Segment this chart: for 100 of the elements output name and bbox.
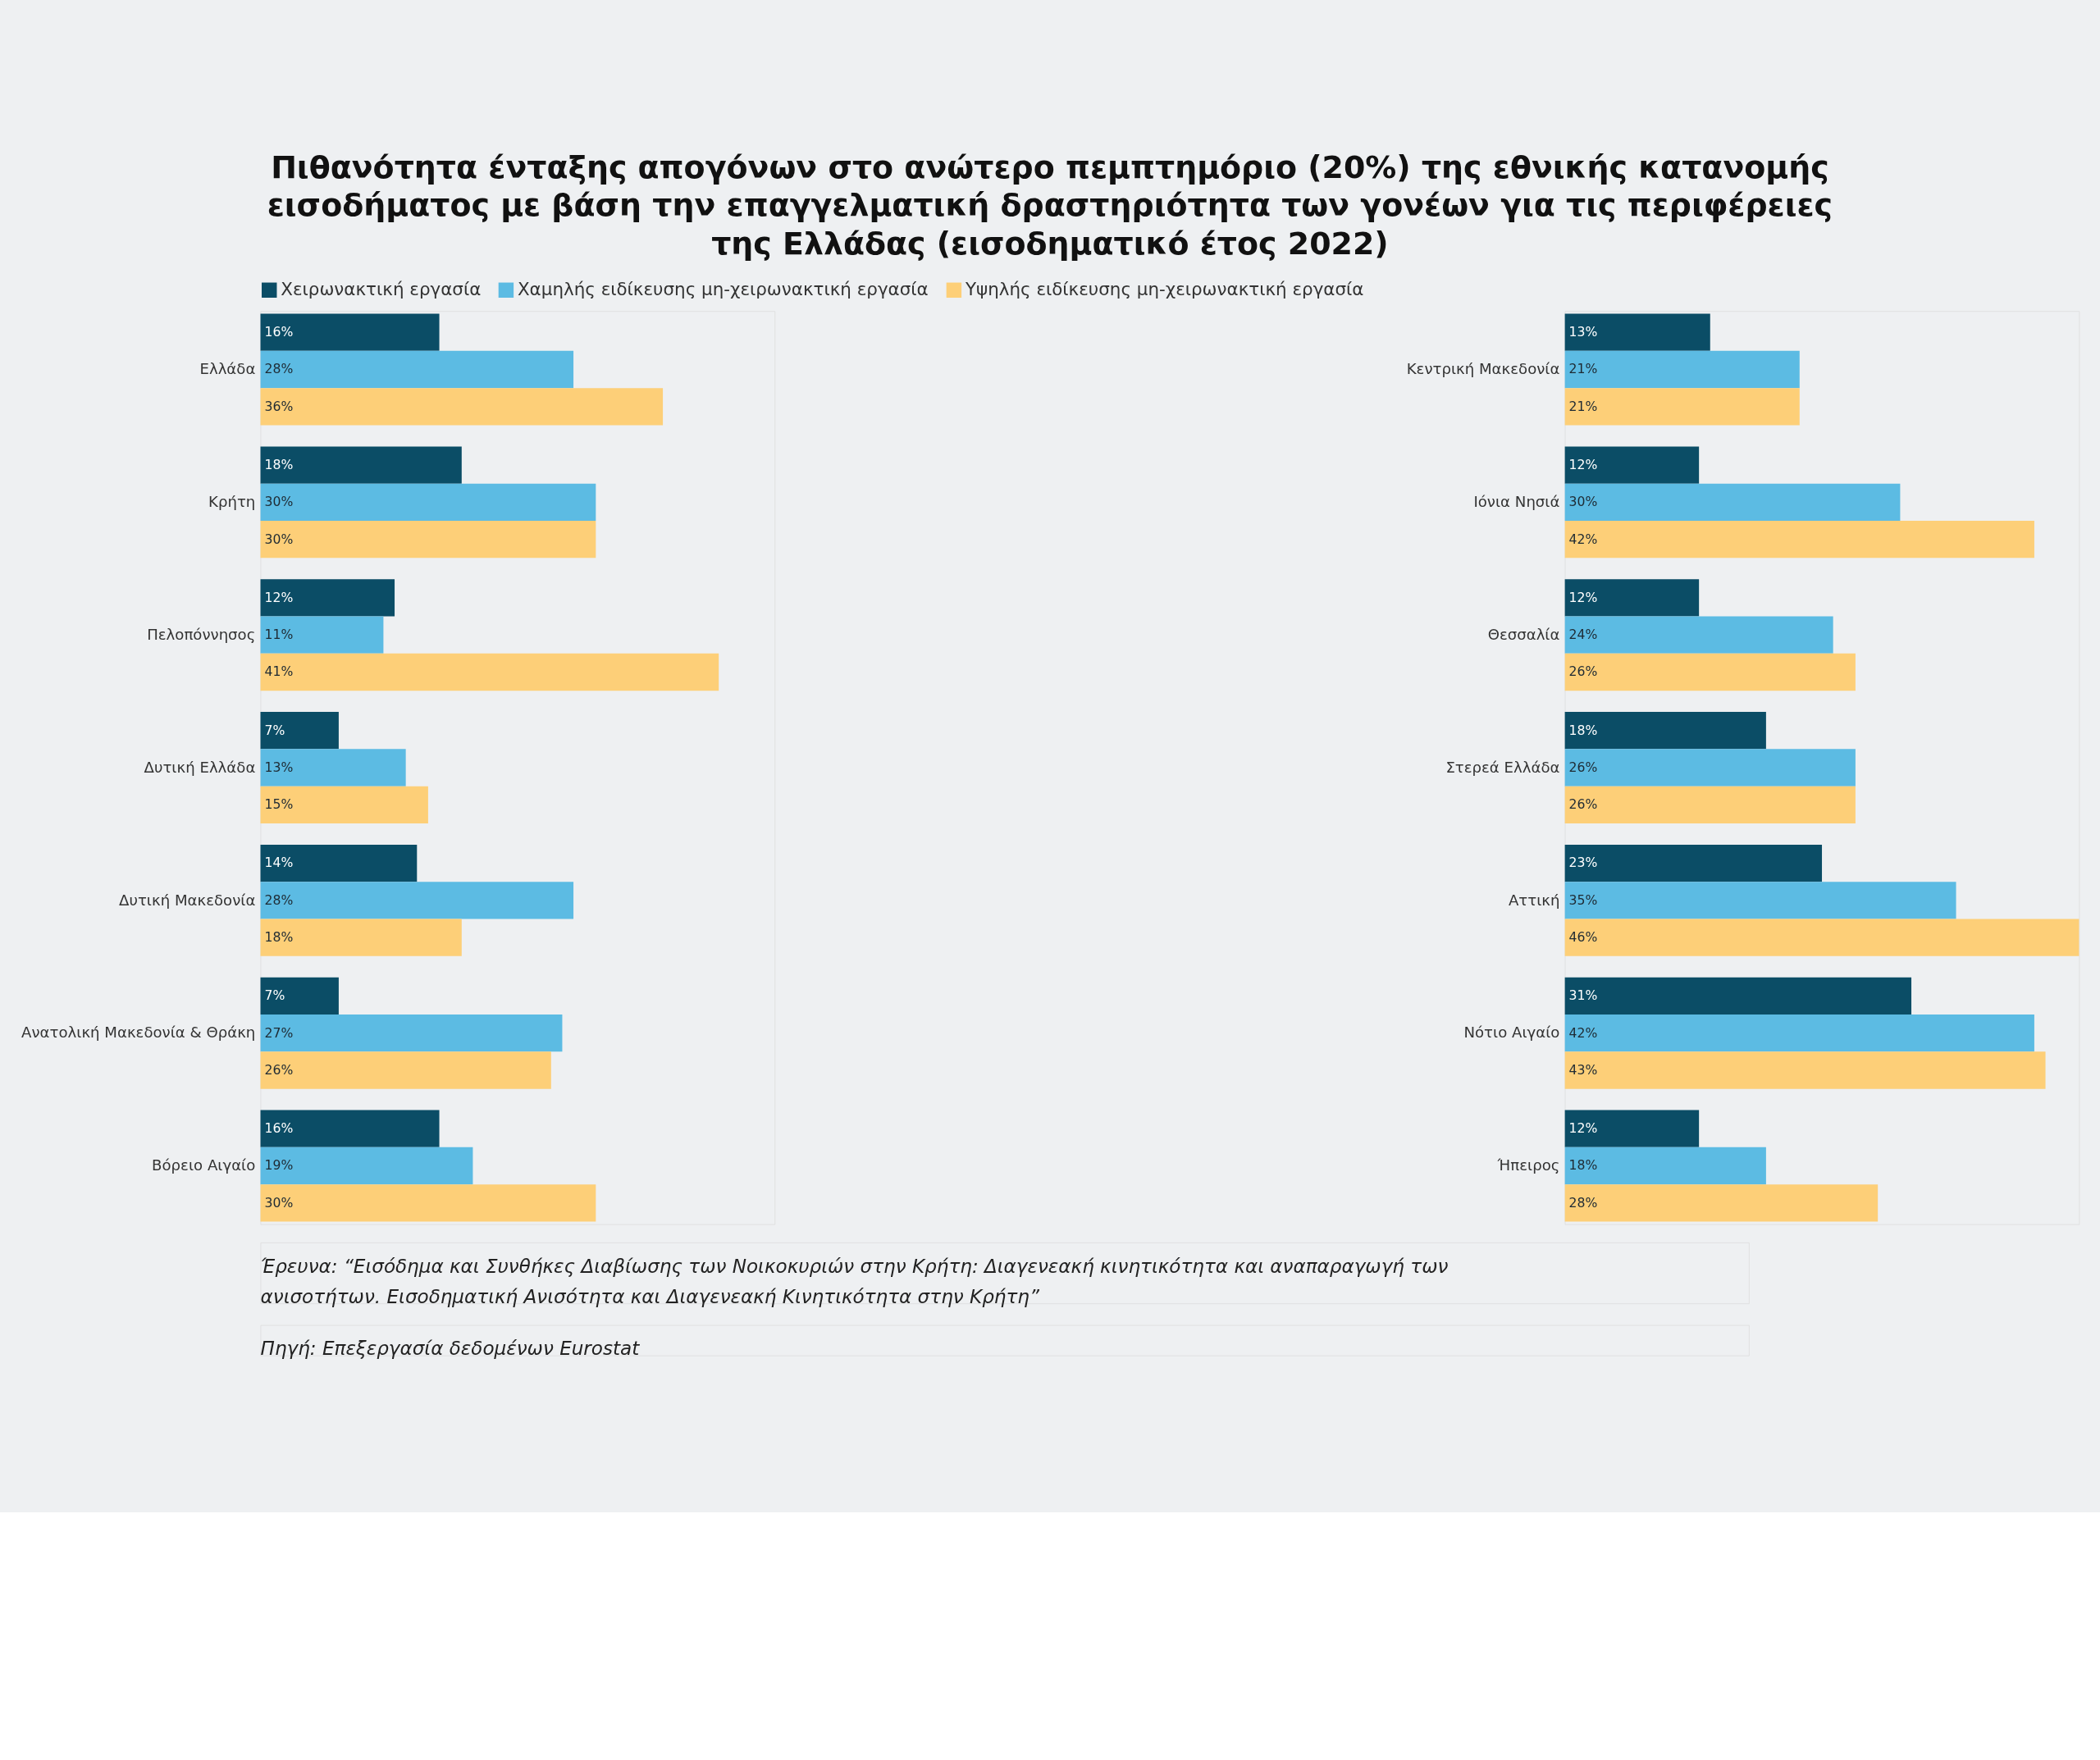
data-label: 30%	[264, 531, 294, 547]
bar	[260, 919, 462, 956]
data-label: 26%	[1568, 796, 1598, 813]
bar	[260, 579, 395, 617]
legend-label: Χειρωνακτική εργασία	[281, 279, 482, 300]
data-label: 31%	[1568, 987, 1598, 1004]
bar	[1564, 616, 1833, 654]
bar	[1564, 1147, 1766, 1185]
y-tick-label: Πελοπόννησος	[147, 625, 256, 643]
bar	[260, 786, 428, 823]
y-tick-label: Στερεά Ελλάδα	[1445, 758, 1560, 776]
data-label: 13%	[264, 759, 294, 775]
bar	[260, 1015, 563, 1052]
data-label: 27%	[264, 1024, 294, 1041]
data-label: 42%	[1568, 1024, 1598, 1041]
data-label: 46%	[1568, 929, 1598, 946]
bar	[260, 446, 462, 484]
data-label: 30%	[1568, 494, 1598, 510]
data-label: 23%	[1568, 855, 1598, 871]
bar	[1564, 521, 2034, 559]
y-tick-label: Ανατολική Μακεδονία & Θράκη	[21, 1024, 256, 1042]
data-label: 12%	[1568, 1120, 1598, 1137]
data-label: 21%	[1568, 361, 1598, 377]
bar	[1564, 388, 1800, 426]
y-tick-label: Νότιο Αιγαίο	[1463, 1024, 1560, 1042]
bar	[1564, 1051, 2046, 1089]
bar	[260, 483, 596, 522]
bar	[1564, 786, 1856, 823]
data-label: 18%	[1568, 1157, 1598, 1174]
y-tick-label: Δυτική Ελλάδα	[144, 758, 256, 776]
bar	[1564, 483, 1901, 522]
legend-label: Υψηλής ειδίκευσης μη-χειρωνακτική εργασία	[964, 279, 1364, 300]
bar	[260, 712, 339, 750]
bar	[1564, 844, 1823, 882]
data-label: 18%	[264, 929, 294, 946]
y-tick-label: Ιόνια Νησιά	[1473, 493, 1560, 511]
bar	[1564, 749, 1856, 787]
y-tick-label: Ήπειρος	[1496, 1156, 1560, 1174]
y-tick-label: Αττική	[1508, 891, 1560, 909]
data-label: 15%	[264, 796, 294, 813]
data-label: 35%	[1568, 891, 1598, 908]
bar	[260, 653, 719, 691]
bar	[260, 1147, 473, 1185]
y-tick-label: Κεντρική Μακεδονία	[1406, 360, 1560, 378]
data-label: 24%	[1568, 627, 1598, 643]
data-label: 26%	[1568, 663, 1598, 680]
data-label: 13%	[1568, 324, 1598, 340]
y-tick-label: Θεσσαλία	[1487, 625, 1560, 643]
y-tick-label: Κρήτη	[208, 493, 256, 511]
data-label: 12%	[1568, 589, 1598, 605]
data-label: 7%	[264, 722, 285, 738]
data-label: 7%	[264, 987, 285, 1004]
y-tick-label: Ελλάδα	[199, 360, 256, 378]
bar	[260, 1051, 551, 1089]
bar	[260, 521, 596, 559]
data-label: 18%	[1568, 722, 1598, 738]
data-label: 30%	[264, 494, 294, 510]
bar	[260, 1184, 596, 1222]
y-tick-label: Βόρειο Αιγαίο	[152, 1156, 256, 1174]
bar	[260, 1110, 440, 1147]
bar	[1564, 712, 1766, 750]
data-label: 26%	[1568, 759, 1598, 775]
bar	[260, 350, 574, 389]
bar	[1564, 919, 2079, 956]
bar	[260, 313, 440, 351]
bar	[1564, 882, 1956, 919]
bar	[1564, 446, 1700, 484]
data-label: 19%	[264, 1157, 294, 1174]
data-label: 26%	[264, 1061, 294, 1078]
data-label: 28%	[1568, 1194, 1598, 1211]
data-label: 21%	[1568, 398, 1598, 414]
bar	[1564, 350, 1800, 389]
bar	[260, 844, 418, 882]
bar	[260, 977, 339, 1015]
bar	[1564, 977, 1912, 1015]
bar	[1564, 313, 1710, 351]
data-label: 28%	[264, 891, 294, 908]
bar	[260, 616, 384, 654]
data-label: 18%	[264, 456, 294, 472]
text: Πηγή: Επεξεργασία δεδομένων Eurostat	[260, 1338, 641, 1360]
data-label: 42%	[1568, 531, 1598, 547]
bar	[260, 388, 664, 426]
bar	[1564, 1184, 1879, 1222]
y-tick-label: Δυτική Μακεδονία	[119, 891, 256, 909]
bar	[1564, 653, 1856, 691]
bar	[1564, 579, 1700, 617]
data-label: 28%	[264, 361, 294, 377]
data-label: 30%	[264, 1194, 294, 1211]
data-label: 36%	[264, 398, 294, 414]
legend-label: Χαμηλής ειδίκευσης μη-χειρωνακτική εργασία	[517, 279, 929, 300]
bar	[260, 882, 574, 919]
data-label: 43%	[1568, 1061, 1598, 1078]
bar	[260, 749, 406, 787]
text: Πιθανότητα ένταξης απογόνων στο ανώτερο πεμπτημόριο (20%) της εθνικής κατανομής εισοδήματος με βάση την επαγγελματική δραστηριότητα των γονέων για τις περιφέρειες της Ελλάδας (εισοδηματικό έτος 2022)	[267, 149, 1833, 262]
data-label: 11%	[264, 627, 294, 643]
data-label: 14%	[264, 855, 294, 871]
data-label: 12%	[1568, 456, 1598, 472]
text: Έρευνα: “Εισόδημα και Συνθήκες Διαβίωσης των Νοικοκυριών στην Κρήτη: Διαγενεακή κινητικότητα και αναπαραγωγή των ανισοτήτων. Εισοδηματική Ανισότητα και Διαγενεακή Κινητικότητα στην Κρήτη”	[260, 1255, 1449, 1307]
data-label: 16%	[264, 1120, 294, 1137]
data-label: 12%	[264, 589, 294, 605]
